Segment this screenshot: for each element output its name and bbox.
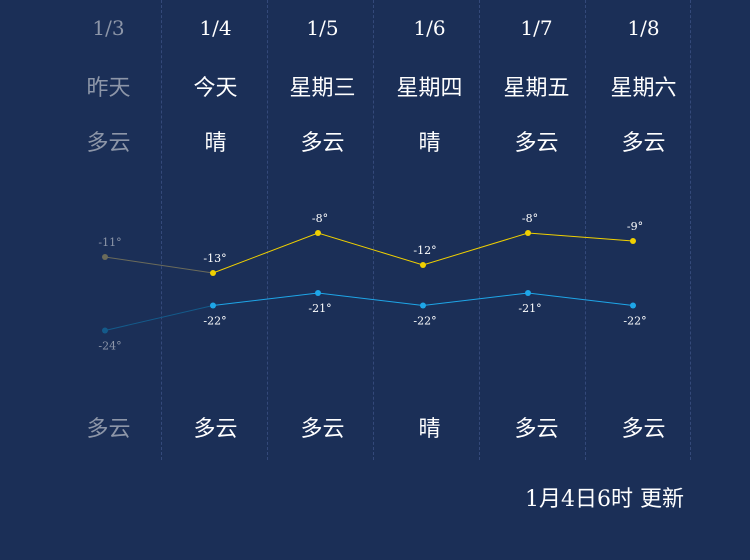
high-temp-point <box>210 270 216 276</box>
day-weather: 多云 <box>621 131 666 156</box>
day-weather: 多云 <box>514 131 559 156</box>
low-temp-point <box>420 302 426 309</box>
high-temp-point <box>315 230 321 236</box>
day-weekday: 今天 <box>193 76 238 101</box>
night-weather: 多云 <box>621 417 666 442</box>
night-weather: 多云 <box>193 417 238 442</box>
low-temp-point <box>210 302 216 309</box>
low-temp-label: -24° <box>98 340 121 353</box>
day-weather: 多云 <box>300 131 345 156</box>
high-temp-label: -12° <box>413 244 436 257</box>
day-weekday: 星期六 <box>610 76 677 101</box>
low-temp-label: -21° <box>308 302 331 315</box>
day-column-0: 1/3 昨天 多云 多云 <box>55 0 162 460</box>
day-column-4: 1/7 星期五 多云 多云 <box>483 0 590 460</box>
day-weekday: 星期四 <box>396 76 463 101</box>
low-temp-point <box>315 290 321 296</box>
update-time: 1月4日6时 更新 <box>525 487 684 512</box>
high-temp-point <box>525 230 531 236</box>
column-divider <box>373 0 374 460</box>
day-date: 1/7 <box>520 16 553 40</box>
day-weekday: 星期三 <box>289 76 356 101</box>
night-weather: 多云 <box>300 417 345 442</box>
night-weather: 多云 <box>86 417 131 442</box>
column-divider <box>267 0 268 460</box>
low-temp-label: -22° <box>413 315 436 328</box>
high-temp-point <box>630 238 636 244</box>
day-column-1: 1/4 今天 晴 多云 <box>162 0 269 460</box>
day-column-5: 1/8 星期六 多云 多云 <box>590 0 697 460</box>
day-date: 1/8 <box>627 16 660 40</box>
day-weather: 晴 <box>204 131 227 156</box>
high-temp-point <box>420 262 426 268</box>
night-weather: 晴 <box>418 417 441 442</box>
high-temp-label: -8° <box>522 212 538 225</box>
day-column-2: 1/5 星期三 多云 多云 <box>269 0 376 460</box>
day-column-3: 1/6 星期四 晴 晴 <box>376 0 483 460</box>
temperature-chart: -11° -24° -13° -22° -8° -21° -12° -22° -8° -21° -9… <box>98 212 646 353</box>
low-temp-point <box>102 327 108 334</box>
low-temp-past-segment <box>104 305 214 331</box>
high-temp-point <box>102 254 108 260</box>
column-divider <box>585 0 586 460</box>
day-date: 1/3 <box>92 16 125 40</box>
day-weekday: 星期五 <box>503 76 570 101</box>
low-temp-point <box>630 302 636 309</box>
low-temp-label: -22° <box>623 315 646 328</box>
high-temp-label: -8° <box>312 212 328 225</box>
night-weather: 多云 <box>514 417 559 442</box>
column-divider <box>161 0 162 460</box>
day-weather: 晴 <box>418 131 441 156</box>
day-date: 1/5 <box>306 16 339 40</box>
low-temp-label: -21° <box>518 302 541 315</box>
column-divider <box>690 0 691 460</box>
high-temp-label: -9° <box>627 220 643 233</box>
high-temp-past-segment <box>104 256 214 274</box>
day-weekday: 昨天 <box>86 76 131 101</box>
low-temp-label: -22° <box>203 315 226 328</box>
high-temp-label: -11° <box>98 236 121 249</box>
low-temp-point <box>525 290 531 296</box>
day-date: 1/6 <box>413 16 446 40</box>
high-temp-label: -13° <box>203 252 226 265</box>
day-date: 1/4 <box>199 16 232 40</box>
column-divider <box>479 0 480 460</box>
day-weather: 多云 <box>86 131 131 156</box>
